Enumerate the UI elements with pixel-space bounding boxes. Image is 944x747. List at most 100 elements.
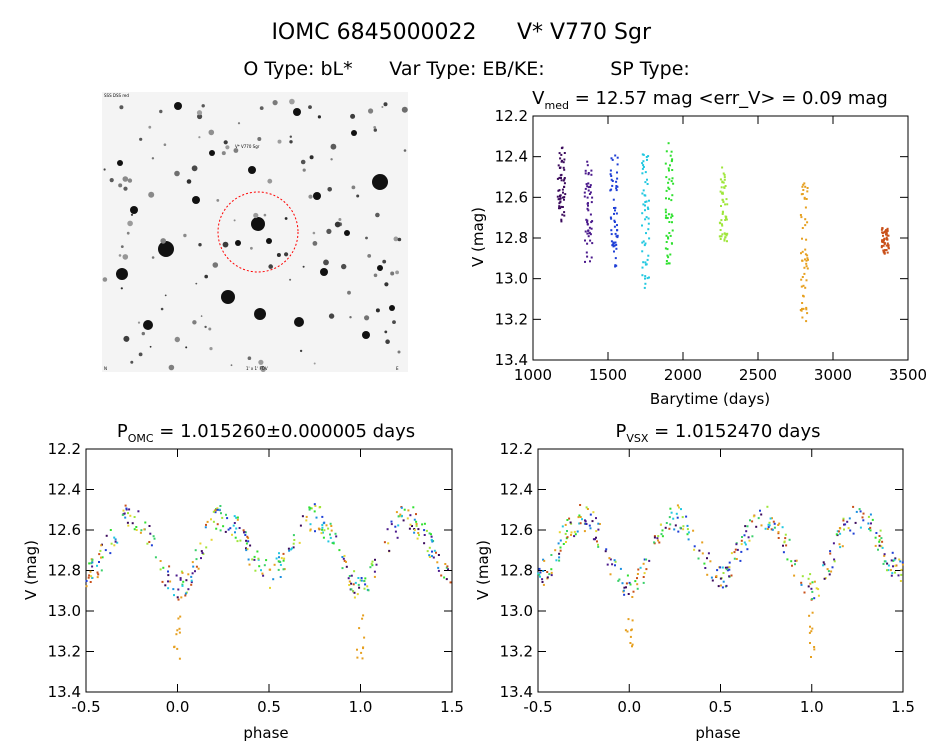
vsx-point (847, 527, 850, 530)
star (233, 219, 236, 222)
star (183, 233, 187, 238)
vsx-point (550, 568, 553, 571)
vsx-point (771, 528, 774, 531)
time-point (668, 169, 670, 172)
vsx-point (625, 586, 627, 589)
vsx-point (828, 573, 831, 576)
time-point (801, 185, 804, 188)
time-point (671, 177, 674, 180)
time-point (563, 182, 566, 185)
title-sub: OMC (128, 432, 154, 445)
time-point (670, 213, 673, 216)
omc-point (85, 585, 88, 588)
time-point (882, 249, 885, 252)
vsx-point (777, 531, 780, 534)
vsx-point (813, 580, 816, 583)
vsx-point (548, 573, 551, 576)
vsx-point (614, 560, 617, 563)
star (102, 277, 108, 282)
time-point (561, 206, 564, 208)
omc-point (416, 537, 419, 540)
omc-point (239, 539, 242, 542)
vsx-point (579, 516, 582, 518)
omc-point (210, 518, 212, 521)
omc-point (308, 508, 311, 511)
omc-point (277, 568, 280, 571)
vsx-point (542, 583, 545, 586)
sky-corner-bottom-left: N (104, 366, 107, 371)
star (312, 231, 316, 235)
time-point (590, 169, 593, 172)
vsx-point (539, 571, 542, 574)
time-point (800, 285, 803, 288)
vsx-point (608, 557, 611, 560)
time-point (721, 192, 724, 195)
omc-point (197, 567, 200, 570)
time-point (885, 236, 888, 239)
omc-outlier-point (363, 636, 366, 639)
vsx-point (782, 544, 784, 547)
vsx-point (682, 528, 685, 531)
subtitle-sptype: SP Type: (610, 58, 690, 80)
omc-point (110, 542, 113, 545)
vsx-point (538, 573, 541, 576)
star (212, 262, 219, 268)
vsx-point (561, 525, 564, 528)
vsx-point (901, 561, 904, 564)
time-point (664, 162, 667, 165)
star (208, 129, 215, 136)
vsx-point (562, 543, 565, 545)
time-point (586, 255, 589, 258)
vsx-point (701, 541, 704, 544)
vsx-point (653, 536, 656, 539)
time-point (669, 154, 672, 157)
time-point (883, 252, 886, 255)
time-point (615, 189, 618, 192)
vsx-point (564, 532, 567, 535)
vsx-point (578, 514, 581, 517)
vsx-point (665, 522, 668, 524)
vsx-point (643, 572, 646, 575)
time-point (882, 241, 885, 244)
time-point (615, 243, 618, 246)
omc-point (247, 537, 250, 540)
vsx-point (868, 528, 870, 530)
time-point (611, 184, 614, 187)
vsx-point (576, 530, 579, 533)
omc-point (137, 510, 140, 513)
omc-point (283, 568, 286, 571)
time-point (590, 256, 593, 259)
time-point (668, 232, 671, 234)
time-point (615, 185, 618, 187)
time-point (645, 216, 648, 219)
omc-point (402, 519, 405, 522)
omc-point (167, 570, 169, 573)
vsx-point (539, 575, 541, 578)
vsx-point (773, 522, 776, 525)
star (174, 336, 180, 343)
time-point (586, 202, 589, 205)
omc-point (89, 570, 92, 573)
time-point (641, 172, 644, 175)
omc-point (347, 577, 350, 580)
omc-point (437, 554, 440, 556)
star (204, 274, 208, 279)
time-point (585, 183, 588, 186)
time-ytick-label: 12.6 (495, 188, 528, 206)
time-point (644, 218, 647, 221)
time-point (556, 177, 559, 180)
omc-points (85, 503, 452, 660)
star (289, 98, 295, 105)
omc-point (348, 584, 351, 586)
omc-point (299, 524, 302, 527)
vsx-point (618, 578, 621, 581)
star (384, 282, 389, 287)
omc-point (314, 530, 316, 533)
time-point (667, 142, 670, 145)
omc-xtick-label: -0.5 (71, 698, 100, 716)
star (383, 102, 388, 107)
vsx-point (836, 530, 839, 533)
time-point (645, 200, 648, 203)
omc-point (327, 540, 330, 543)
omc-point (248, 563, 251, 566)
